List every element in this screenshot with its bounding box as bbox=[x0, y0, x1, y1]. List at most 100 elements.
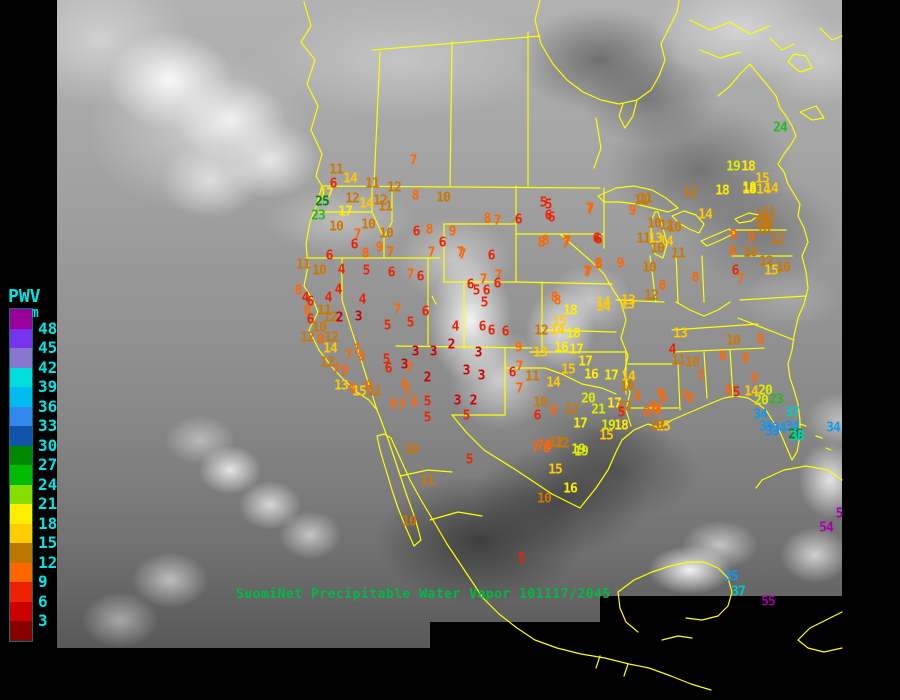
station-value: 8 bbox=[544, 438, 553, 454]
station-value: 12 bbox=[564, 402, 579, 418]
station-value: 6 bbox=[508, 365, 517, 381]
station-value: 3 bbox=[354, 309, 363, 325]
station-value: 11 bbox=[638, 191, 653, 207]
station-value: 7 bbox=[393, 302, 402, 318]
station-value: 10 bbox=[533, 395, 548, 411]
station-value: 10 bbox=[756, 222, 771, 238]
station-value: 9 bbox=[648, 399, 657, 415]
station-value: 8 bbox=[425, 222, 434, 238]
station-value: 14 bbox=[596, 299, 611, 315]
station-value: 3 bbox=[453, 393, 462, 409]
station-value: 8 bbox=[541, 233, 550, 249]
legend-swatch bbox=[10, 328, 32, 348]
station-value: 11 bbox=[365, 176, 380, 192]
station-value: 34 bbox=[753, 407, 768, 423]
caption: SuomiNet Precipitable Water Vapor 101117… bbox=[236, 587, 611, 602]
legend-value-label: 27 bbox=[38, 455, 58, 474]
station-value: 7 bbox=[582, 264, 591, 280]
station-value: 33 bbox=[765, 424, 780, 440]
station-value: 18 bbox=[742, 182, 757, 198]
station-value: 11 bbox=[367, 384, 382, 400]
station-value: 20 bbox=[754, 393, 769, 409]
station-value: 12 bbox=[683, 185, 698, 201]
station-value: 6 bbox=[487, 323, 496, 339]
station-value: 14 bbox=[343, 171, 358, 187]
legend-value-label: 30 bbox=[38, 435, 58, 455]
station-value: 8 bbox=[654, 402, 663, 418]
station-value: 19 bbox=[601, 418, 616, 434]
station-value: 9 bbox=[750, 371, 759, 387]
station-value: 6 bbox=[544, 208, 553, 224]
legend-colorbar: 48 45 42 39 36 33 30 27 24 21 18 15 12 9 6 3 bbox=[9, 308, 57, 642]
station-value: 4 bbox=[324, 290, 333, 306]
station-value: 8 bbox=[357, 349, 366, 365]
station-value: 17 bbox=[573, 416, 588, 432]
station-value: 10 bbox=[776, 260, 791, 276]
station-value: 14 bbox=[546, 375, 561, 391]
station-value: 10 bbox=[620, 379, 635, 395]
station-value: 34 bbox=[785, 419, 800, 435]
station-value: 4 bbox=[668, 342, 677, 358]
station-value: 8 bbox=[483, 211, 492, 227]
station-value: 34 bbox=[826, 420, 841, 436]
legend-value-label: 36 bbox=[38, 396, 58, 416]
station-value: 3 bbox=[400, 357, 409, 373]
station-value: 6 bbox=[533, 408, 542, 424]
station-value: 4 bbox=[334, 282, 343, 298]
station-value: 8 bbox=[718, 349, 727, 365]
station-value: 12 bbox=[323, 310, 338, 326]
station-value: 3 bbox=[429, 344, 438, 360]
station-value: 7 bbox=[584, 265, 593, 281]
station-value: 8 bbox=[633, 389, 642, 405]
station-value: 11 bbox=[636, 231, 651, 247]
station-value: 21 bbox=[591, 402, 606, 418]
station-value: 9 bbox=[389, 397, 398, 413]
station-value: 5 bbox=[462, 408, 471, 424]
station-value: 14 bbox=[323, 341, 338, 357]
station-value: 17 bbox=[319, 186, 334, 202]
station-value: 6 bbox=[501, 324, 510, 340]
station-value: 7 bbox=[561, 236, 570, 252]
station-value: 6 bbox=[325, 248, 334, 264]
station-value: 9 bbox=[658, 391, 667, 407]
station-value: 17 bbox=[604, 368, 619, 384]
station-value: 10 bbox=[537, 491, 552, 507]
station-value: 14 bbox=[659, 234, 674, 250]
station-value: 16 bbox=[584, 367, 599, 383]
station-value: 2 bbox=[447, 337, 456, 353]
station-value: 5 bbox=[423, 394, 432, 410]
station-value: 11 bbox=[671, 353, 686, 369]
station-value: 6 bbox=[487, 248, 496, 264]
station-value: 3 bbox=[462, 363, 471, 379]
station-value: 9 bbox=[448, 224, 457, 240]
station-value: 37 bbox=[731, 584, 746, 600]
station-value: 8 bbox=[724, 383, 733, 399]
station-value: 10 bbox=[685, 355, 700, 371]
station-value: 8 bbox=[553, 293, 562, 309]
station-value: 8 bbox=[316, 332, 325, 348]
legend-value-label: 24 bbox=[38, 474, 58, 494]
station-value: 11 bbox=[634, 193, 649, 209]
station-value: 13 bbox=[533, 345, 548, 361]
station-value: 38 bbox=[790, 429, 805, 445]
station-value: 12 bbox=[549, 435, 564, 451]
station-value: 5 bbox=[539, 195, 548, 211]
station-value: 8 bbox=[642, 405, 651, 421]
station-value: 8 bbox=[361, 246, 370, 262]
station-value: 6 bbox=[384, 361, 393, 377]
station-value: 6 bbox=[416, 269, 425, 285]
station-value: 7 bbox=[352, 342, 361, 358]
legend-swatch bbox=[10, 601, 32, 621]
station-value: 6 bbox=[731, 263, 740, 279]
station-value: 4 bbox=[337, 262, 346, 278]
station-value: 12 bbox=[617, 399, 632, 415]
station-value: 14 bbox=[550, 323, 565, 339]
legend-swatch bbox=[10, 523, 32, 543]
station-value: 19 bbox=[726, 159, 741, 175]
legend-value-label: 15 bbox=[38, 533, 58, 552]
station-value: 24 bbox=[773, 120, 788, 136]
station-value: 11 bbox=[761, 205, 776, 221]
station-value: 34 bbox=[772, 421, 787, 437]
legend-swatch bbox=[10, 426, 32, 446]
